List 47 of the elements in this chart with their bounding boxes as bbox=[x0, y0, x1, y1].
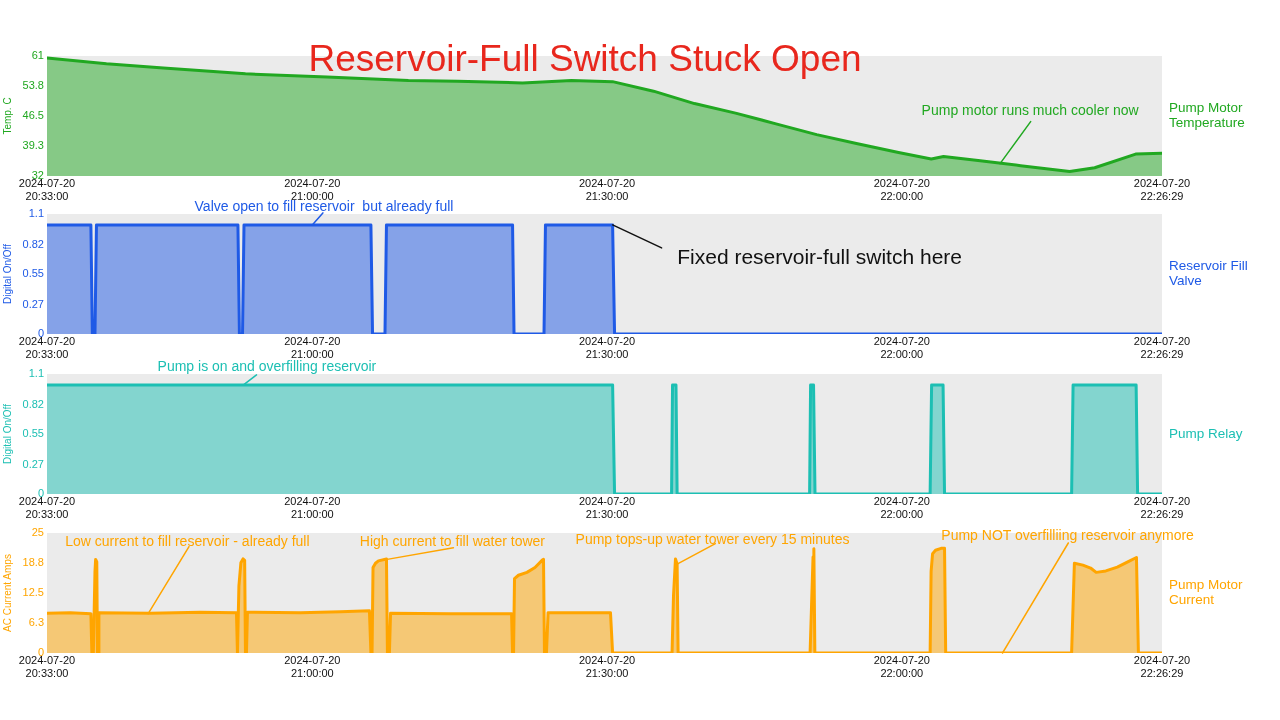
x-tick-label: 2024-07-20 22:00:00 bbox=[873, 653, 930, 679]
y-tick-label: 0.27 bbox=[22, 297, 44, 310]
series-label: Pump Motor Temperature bbox=[1169, 99, 1245, 131]
y-axis-title: Temp. C bbox=[1, 97, 13, 135]
x-tick-label: 2024-07-20 21:00:00 bbox=[284, 653, 341, 679]
chart-title: Reservoir-Full Switch Stuck Open bbox=[308, 38, 862, 79]
x-tick-label: 2024-07-20 21:30:00 bbox=[578, 653, 636, 679]
y-axis-title: AC Current Amps bbox=[1, 554, 13, 632]
x-tick-label: 2024-07-20 22:00:00 bbox=[873, 176, 930, 202]
annotation: Pump is on and overfilling reservoir bbox=[157, 357, 377, 374]
y-tick-label: 0.55 bbox=[22, 427, 44, 440]
annotation: Fixed reservoir-full switch here bbox=[677, 244, 962, 268]
y-axis-title: Digital On/Off bbox=[1, 403, 13, 464]
x-tick-label: 2024-07-20 22:26:29 bbox=[1133, 653, 1191, 679]
x-tick-label: 2024-07-20 21:00:00 bbox=[284, 494, 341, 520]
y-tick-label: 0.82 bbox=[22, 397, 44, 410]
y-tick-label: 0.82 bbox=[22, 237, 44, 250]
y-tick-label: 46.5 bbox=[22, 109, 44, 122]
y-tick-label: 0.55 bbox=[22, 267, 44, 280]
y-tick-label: 0.27 bbox=[22, 457, 44, 470]
x-tick-label: 2024-07-20 22:00:00 bbox=[873, 334, 930, 360]
x-tick-label: 2024-07-20 21:30:00 bbox=[578, 334, 636, 360]
y-tick-label: 1.1 bbox=[28, 207, 44, 220]
x-tick-label: 2024-07-20 21:00:00 bbox=[284, 334, 341, 360]
y-tick-label: 39.3 bbox=[22, 138, 44, 151]
text: Pump Motor Current bbox=[1169, 576, 1244, 608]
x-tick-label: 2024-07-20 22:00:00 bbox=[873, 494, 930, 520]
y-tick-label: 1.1 bbox=[28, 367, 44, 380]
annotation: Pump NOT overfilliing reservoir anymore bbox=[941, 526, 1195, 543]
annotation: High current to fill water tower bbox=[359, 532, 546, 549]
x-tick-label: 2024-07-20 22:26:29 bbox=[1133, 334, 1191, 360]
text: Pump Relay bbox=[1169, 425, 1243, 441]
text: Reservoir Fill Valve bbox=[1169, 257, 1248, 289]
annotation: Pump motor runs much cooler now bbox=[921, 101, 1140, 118]
y-axis-title: Digital On/Off bbox=[1, 243, 13, 304]
y-tick-label: 53.8 bbox=[22, 78, 44, 91]
x-tick-label: 2024-07-20 22:26:29 bbox=[1133, 494, 1191, 520]
x-tick-label: 2024-07-20 21:30:00 bbox=[578, 176, 636, 202]
y-tick-label: 61 bbox=[31, 49, 44, 62]
annotation: Low current to fill reservoir - already full bbox=[65, 532, 310, 549]
y-tick-label: 18.8 bbox=[22, 555, 44, 568]
annotation: Pump tops-up water tower every 15 minutes bbox=[575, 530, 850, 547]
y-tick-label: 6.3 bbox=[28, 615, 44, 628]
x-tick-label: 2024-07-20 22:26:29 bbox=[1133, 176, 1191, 202]
x-tick-label: 2024-07-20 21:30:00 bbox=[578, 494, 636, 520]
y-tick-label: 25 bbox=[31, 526, 44, 539]
y-tick-label: 12.5 bbox=[22, 586, 44, 599]
